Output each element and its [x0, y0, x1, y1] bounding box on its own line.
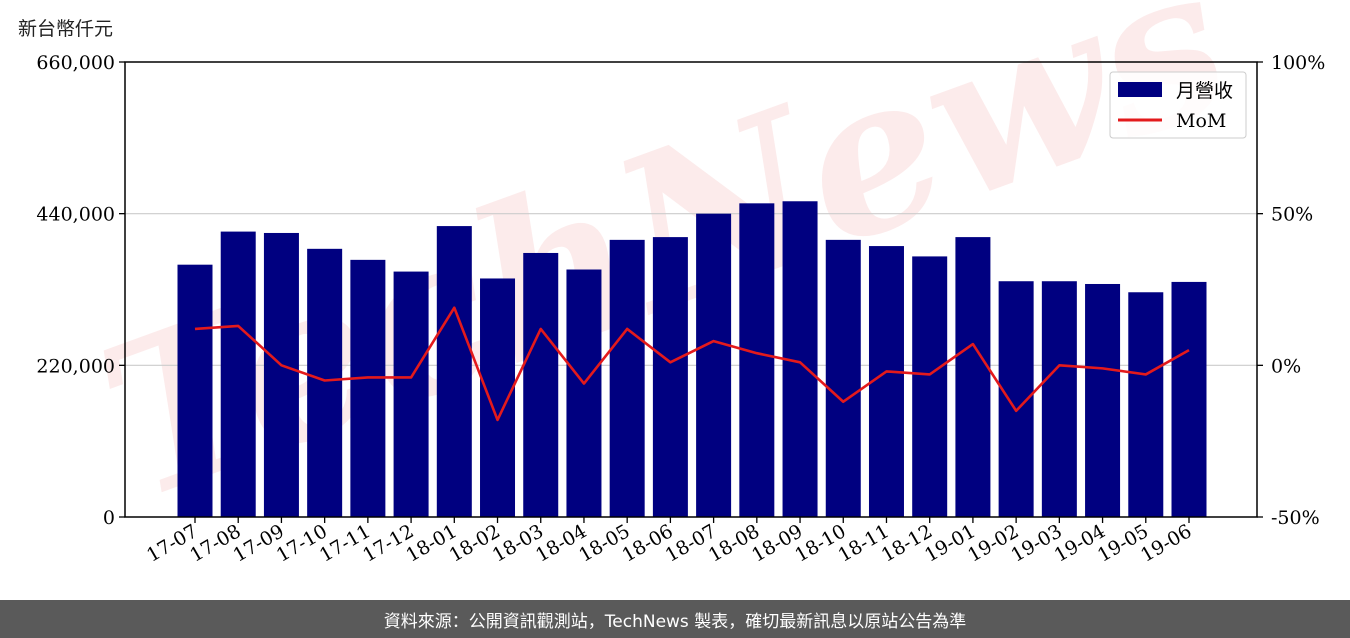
- y-left-tick-label: 0: [103, 507, 115, 529]
- bar-19-06: [1171, 281, 1207, 517]
- legend-swatch-bar: [1118, 82, 1162, 97]
- y-right-tick-label: -50%: [1271, 507, 1320, 529]
- revenue-chart: TechNews0220,000440,000660,000-50%0%50%1…: [36, 0, 1325, 567]
- y-right-tick-label: 100%: [1271, 52, 1325, 74]
- x-tick-label-19-06: 19-06: [1137, 520, 1195, 566]
- bar-18-11: [868, 246, 904, 517]
- y-right-tick-label: 50%: [1271, 204, 1313, 226]
- bar-19-05: [1128, 292, 1164, 517]
- plot-frame: [124, 61, 1258, 518]
- bar-17-11: [350, 259, 386, 517]
- mom-line: [194, 306, 1190, 422]
- y-left-tick-label: 220,000: [36, 355, 115, 377]
- legend-label-mom: MoM: [1176, 110, 1226, 132]
- bar-18-06: [652, 237, 688, 517]
- bar-19-01: [955, 237, 991, 517]
- y-right-tick-label: 0%: [1271, 355, 1301, 377]
- bar-18-05: [609, 239, 645, 517]
- bar-18-01: [436, 226, 472, 518]
- bar-18-12: [912, 256, 948, 517]
- y-left-tick-label: 440,000: [36, 204, 115, 226]
- bar-17-10: [307, 248, 343, 518]
- source-footer: 資料來源：公開資訊觀測站，TechNews 製表，確切最新訊息以原站公告為準: [0, 600, 1350, 638]
- bar-18-08: [739, 203, 775, 518]
- y-left-tick-label: 660,000: [36, 52, 115, 74]
- bar-18-02: [480, 278, 516, 517]
- bar-17-12: [393, 271, 429, 517]
- y-axis-unit-label: 新台幣仟元: [18, 18, 114, 40]
- bar-19-03: [1041, 281, 1077, 517]
- bar-17-07: [177, 264, 213, 517]
- bar-18-04: [566, 269, 602, 517]
- bar-19-04: [1085, 283, 1121, 517]
- bar-17-08: [220, 231, 256, 517]
- legend-label-revenue: 月營收: [1176, 80, 1233, 102]
- bar-18-07: [696, 213, 732, 517]
- bar-17-09: [263, 232, 299, 517]
- bar-18-03: [523, 252, 559, 517]
- bar-18-10: [825, 239, 861, 517]
